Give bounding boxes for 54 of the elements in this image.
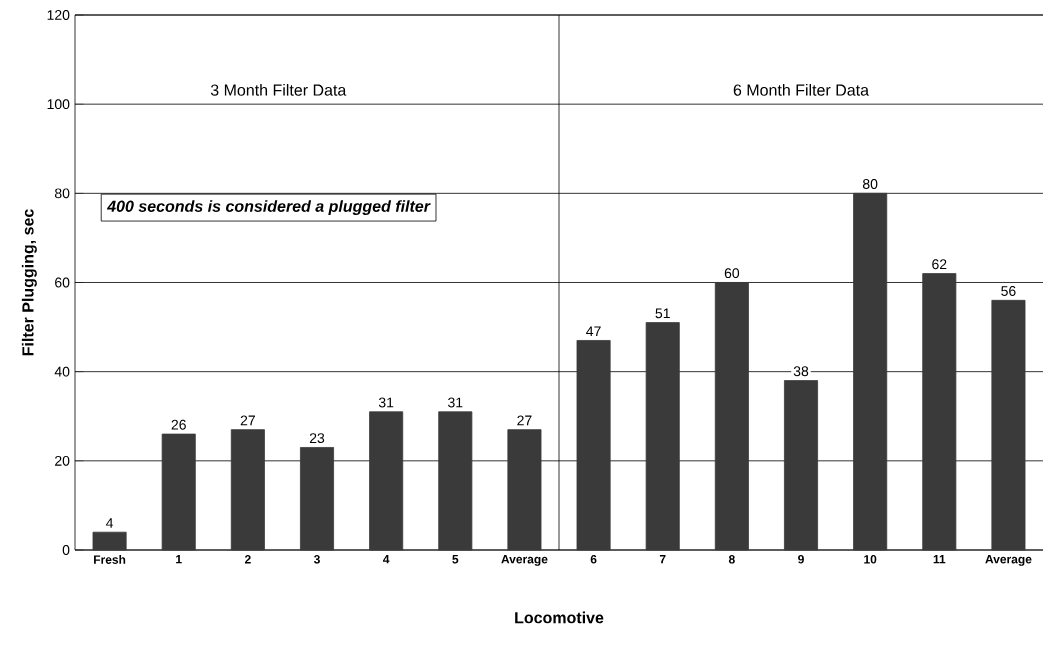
data-label: 23	[309, 433, 325, 444]
bar	[161, 433, 196, 551]
x-tick-label: Average	[985, 555, 1032, 566]
x-tick-label: 6	[590, 555, 597, 564]
data-label: 31	[448, 397, 463, 408]
x-tick-label: 7	[659, 555, 666, 564]
bar	[784, 380, 818, 551]
y-tick-label: 0	[62, 545, 70, 555]
bar	[645, 322, 680, 551]
x-tick-label: 10	[864, 555, 877, 564]
x-tick-label: Fresh	[94, 555, 126, 564]
x-tick-label: Average	[501, 555, 548, 566]
bar	[438, 411, 473, 551]
y-tick-label: 60	[55, 277, 70, 288]
x-tick-label: 2	[244, 555, 251, 564]
bar	[230, 429, 265, 551]
data-label: 27	[517, 415, 532, 426]
x-tick-label: 9	[798, 555, 804, 564]
data-label: 60	[724, 268, 740, 279]
annotation: 3 Month Filter Data	[210, 84, 347, 96]
data-label: 4	[106, 518, 114, 528]
x-tick-label: 5	[452, 555, 459, 564]
data-label: 62	[932, 259, 947, 270]
bar	[714, 282, 749, 551]
y-tick-label: 120	[47, 10, 70, 20]
y-tick-label: 80	[54, 188, 70, 199]
bar	[922, 273, 957, 551]
bar	[507, 429, 542, 551]
data-label: 51	[655, 308, 670, 319]
y-axis-title: Filter Plugging, sec	[21, 209, 37, 356]
x-tick-label: 8	[728, 555, 735, 564]
bar	[576, 340, 611, 551]
data-label: 56	[1001, 286, 1016, 296]
annotation: 400 seconds is considered a plugged filter	[106, 200, 431, 216]
x-tick-label: 4	[383, 555, 390, 564]
data-label: 31	[378, 397, 394, 408]
bar	[300, 447, 334, 551]
bar	[369, 411, 404, 551]
bar	[92, 531, 127, 551]
x-tick-label: 1	[176, 555, 182, 564]
annotation: 6 Month Filter Data	[733, 84, 870, 96]
y-tick-label: 100	[47, 99, 70, 110]
data-label: 38	[793, 366, 809, 377]
bar	[853, 192, 888, 551]
y-tick-label: 20	[55, 455, 70, 466]
data-label: 80	[862, 179, 878, 189]
data-label: 26	[171, 419, 186, 430]
bar	[991, 299, 1026, 551]
x-tick-label: 11	[933, 555, 946, 564]
x-axis-title: Locomotive	[515, 611, 604, 624]
y-tick-label: 40	[54, 366, 70, 377]
data-label: 27	[240, 415, 255, 426]
data-label: 47	[586, 326, 601, 337]
x-tick-label: 3	[313, 555, 320, 564]
